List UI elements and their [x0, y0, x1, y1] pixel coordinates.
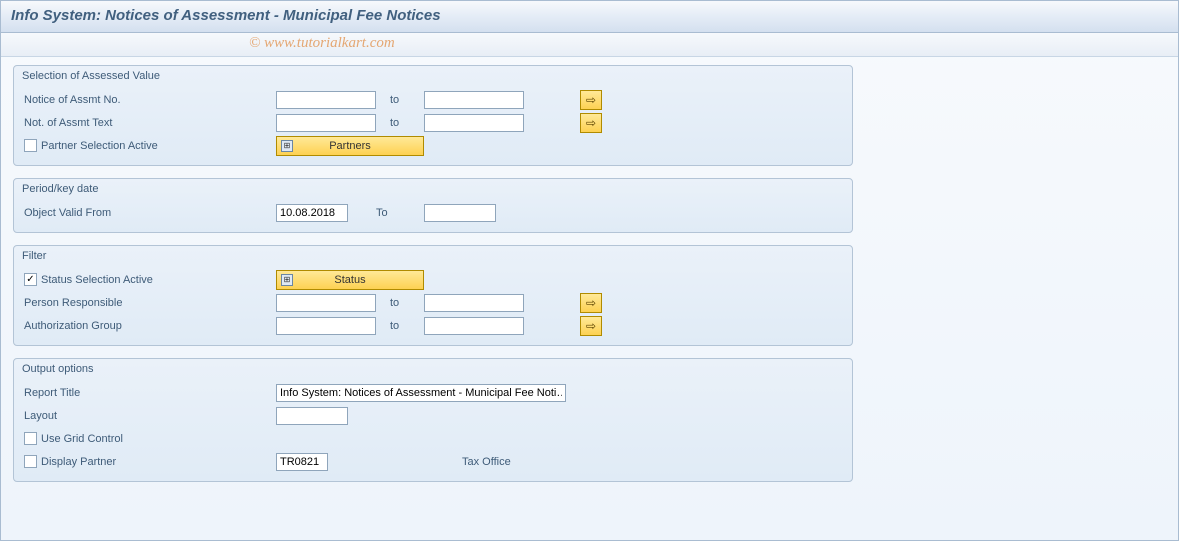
- row-notice-no: Notice of Assmt No. to ⇨: [14, 88, 852, 111]
- grid-label-wrap: Use Grid Control: [24, 432, 276, 445]
- multi-select-button[interactable]: ⇨: [580, 293, 602, 313]
- status-sel-label: Status Selection Active: [41, 274, 153, 286]
- to-label: to: [376, 94, 424, 106]
- grid-label: Use Grid Control: [41, 433, 123, 445]
- page-title: Info System: Notices of Assessment - Mun…: [11, 7, 441, 24]
- display-partner-label-wrap: Display Partner: [24, 455, 276, 468]
- group-output-title: Output options: [14, 359, 852, 381]
- notice-text-from-input[interactable]: [276, 114, 376, 132]
- arrow-right-icon: ⇨: [586, 116, 596, 130]
- group-filter: Filter ✓ Status Selection Active ⊞ Statu…: [13, 245, 853, 346]
- to-label: to: [376, 117, 424, 129]
- arrow-right-icon: ⇨: [586, 93, 596, 107]
- arrow-right-icon: ⇨: [586, 296, 596, 310]
- auth-to-input[interactable]: [424, 317, 524, 335]
- person-from-input[interactable]: [276, 294, 376, 312]
- row-valid-from: Object Valid From To: [14, 201, 852, 224]
- content-area: Selection of Assessed Value Notice of As…: [1, 57, 1178, 502]
- group-output: Output options Report Title Layout Use G…: [13, 358, 853, 482]
- notice-no-from-input[interactable]: [276, 91, 376, 109]
- group-selection: Selection of Assessed Value Notice of As…: [13, 65, 853, 166]
- valid-to-input[interactable]: [424, 204, 496, 222]
- row-partner-sel: Partner Selection Active ⊞ Partners: [14, 134, 852, 157]
- partners-button-label: Partners: [329, 140, 371, 152]
- display-partner-checkbox[interactable]: [24, 455, 37, 468]
- report-title-input[interactable]: [276, 384, 566, 402]
- notice-no-label: Notice of Assmt No.: [24, 94, 276, 106]
- row-layout: Layout: [14, 404, 852, 427]
- partner-sel-label: Partner Selection Active: [41, 140, 158, 152]
- row-grid: Use Grid Control: [14, 427, 852, 450]
- auth-from-input[interactable]: [276, 317, 376, 335]
- status-selection-checkbox[interactable]: ✓: [24, 273, 37, 286]
- notice-text-label: Not. of Assmt Text: [24, 117, 276, 129]
- status-button[interactable]: ⊞ Status: [276, 270, 424, 290]
- partner-sel-label-wrap: Partner Selection Active: [24, 139, 276, 152]
- layout-label: Layout: [24, 410, 276, 422]
- expand-icon: ⊞: [281, 274, 293, 286]
- title-bar: Info System: Notices of Assessment - Mun…: [1, 1, 1178, 33]
- notice-text-to-input[interactable]: [424, 114, 524, 132]
- group-selection-title: Selection of Assessed Value: [14, 66, 852, 88]
- row-display-partner: Display Partner Tax Office: [14, 450, 852, 473]
- multi-select-button[interactable]: ⇨: [580, 113, 602, 133]
- partner-code-input[interactable]: [276, 453, 328, 471]
- row-status-sel: ✓ Status Selection Active ⊞ Status: [14, 268, 852, 291]
- multi-select-button[interactable]: ⇨: [580, 316, 602, 336]
- multi-select-button[interactable]: ⇨: [580, 90, 602, 110]
- partner-desc: Tax Office: [460, 456, 511, 468]
- auth-label: Authorization Group: [24, 320, 276, 332]
- person-label: Person Responsible: [24, 297, 276, 309]
- sap-screen: Info System: Notices of Assessment - Mun…: [0, 0, 1179, 541]
- layout-input[interactable]: [276, 407, 348, 425]
- check-icon: ✓: [26, 275, 34, 285]
- group-period: Period/key date Object Valid From To: [13, 178, 853, 233]
- display-partner-label: Display Partner: [41, 456, 116, 468]
- notice-no-to-input[interactable]: [424, 91, 524, 109]
- row-person: Person Responsible to ⇨: [14, 291, 852, 314]
- row-report-title: Report Title: [14, 381, 852, 404]
- arrow-right-icon: ⇨: [586, 319, 596, 333]
- to-label: To: [348, 207, 424, 219]
- partners-button[interactable]: ⊞ Partners: [276, 136, 424, 156]
- row-auth: Authorization Group to ⇨: [14, 314, 852, 337]
- person-to-input[interactable]: [424, 294, 524, 312]
- to-label: to: [376, 320, 424, 332]
- expand-icon: ⊞: [281, 140, 293, 152]
- use-grid-checkbox[interactable]: [24, 432, 37, 445]
- status-button-label: Status: [334, 274, 365, 286]
- valid-from-input[interactable]: [276, 204, 348, 222]
- valid-from-label: Object Valid From: [24, 207, 276, 219]
- status-sel-label-wrap: ✓ Status Selection Active: [24, 273, 276, 286]
- report-title-label: Report Title: [24, 387, 276, 399]
- group-period-title: Period/key date: [14, 179, 852, 201]
- row-notice-text: Not. of Assmt Text to ⇨: [14, 111, 852, 134]
- to-label: to: [376, 297, 424, 309]
- group-filter-title: Filter: [14, 246, 852, 268]
- toolbar-strip: [1, 33, 1178, 57]
- partner-selection-checkbox[interactable]: [24, 139, 37, 152]
